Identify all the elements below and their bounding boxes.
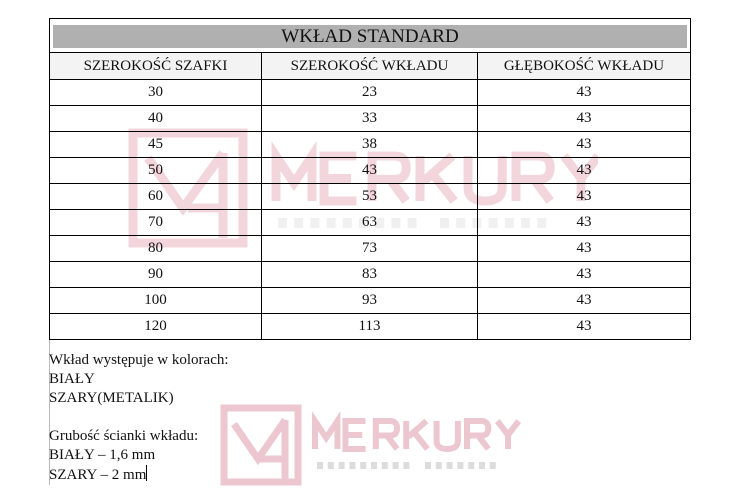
header-insert-width: SZEROKOŚĆ WKŁADU xyxy=(261,52,478,80)
table-cell: 50 xyxy=(49,157,262,184)
table-cell: 43 xyxy=(477,261,691,288)
table-row: 80 73 43 xyxy=(49,235,691,262)
table-row: 120 113 43 xyxy=(49,313,691,340)
table-cell: 43 xyxy=(477,157,691,184)
notes[interactable]: Wkład występuje w kolorach: BIAŁY SZARY(… xyxy=(49,351,229,485)
table-cell: 45 xyxy=(49,131,262,158)
header-insert-depth: GŁĘBOKOŚĆ WKŁADU xyxy=(477,52,691,80)
table-cell: 43 xyxy=(477,79,691,106)
colors-heading: Wkład występuje w kolorach: xyxy=(49,352,229,368)
table-row: 60 53 43 xyxy=(49,183,691,210)
table-cell: 33 xyxy=(261,105,478,132)
color-grey: SZARY(METALIK) xyxy=(49,390,174,406)
table-cell: 43 xyxy=(477,183,691,210)
table-cell: 43 xyxy=(477,235,691,262)
logo-wordmark xyxy=(311,411,522,469)
table-row: 40 33 43 xyxy=(49,105,691,132)
table-cell: 93 xyxy=(261,287,478,314)
table-cell: 43 xyxy=(477,105,691,132)
table-cell: 83 xyxy=(261,261,478,288)
table-cell: 43 xyxy=(477,131,691,158)
table-cell: 43 xyxy=(477,287,691,314)
insert-dimensions-table: WKŁAD STANDARD SZEROKOŚĆ SZAFKI SZEROKOŚ… xyxy=(49,18,691,340)
table-cell: 73 xyxy=(261,235,478,262)
table-cell: 23 xyxy=(261,79,478,106)
table-cell: 30 xyxy=(49,79,262,106)
merkury-watermark-logo-2 xyxy=(220,404,522,486)
table-row: 50 43 43 xyxy=(49,157,691,184)
margin-line xyxy=(49,332,50,485)
table-cell: 113 xyxy=(261,313,478,340)
table-cell: 63 xyxy=(261,209,478,236)
color-white: BIAŁY xyxy=(49,371,95,387)
table-cell: 40 xyxy=(49,105,262,132)
table-cell: 53 xyxy=(261,183,478,210)
table-cell: 38 xyxy=(261,131,478,158)
text-cursor xyxy=(146,465,148,481)
thickness-grey: SZARY – 2 mm xyxy=(49,467,147,483)
table-title: WKŁAD STANDARD xyxy=(53,24,687,48)
table-cell: 43 xyxy=(477,209,691,236)
table-row: 45 38 43 xyxy=(49,131,691,158)
table-cell: 43 xyxy=(261,157,478,184)
table-cell: 120 xyxy=(49,313,262,340)
table-cell: 90 xyxy=(49,261,262,288)
table-row: 90 83 43 xyxy=(49,261,691,288)
thickness-heading: Grubość ścianki wkładu: xyxy=(49,428,199,444)
table-cell: 43 xyxy=(477,313,691,340)
table-cell: 100 xyxy=(49,287,262,314)
table-cell: 80 xyxy=(49,235,262,262)
table-cell: 70 xyxy=(49,209,262,236)
table-cell: 60 xyxy=(49,183,262,210)
table-row: 30 23 43 xyxy=(49,79,691,106)
header-cabinet-width: SZEROKOŚĆ SZAFKI xyxy=(49,52,262,80)
table-row: 70 63 43 xyxy=(49,209,691,236)
thickness-white: BIAŁY – 1,6 mm xyxy=(49,447,156,463)
table-row: 100 93 43 xyxy=(49,287,691,314)
